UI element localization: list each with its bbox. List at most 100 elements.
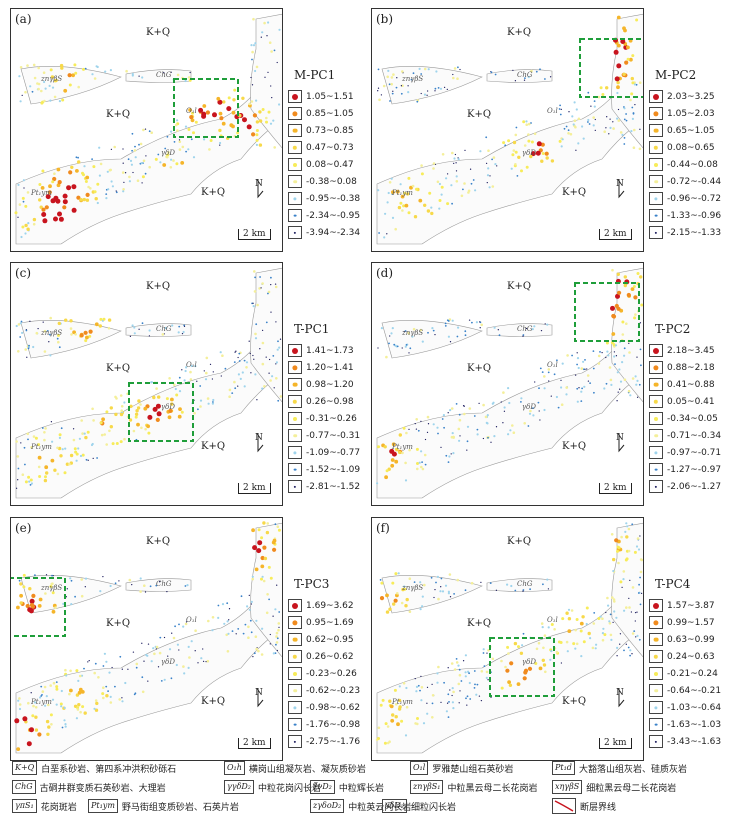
sample-point [277, 340, 279, 343]
sample-point [44, 465, 49, 470]
sample-point [202, 648, 204, 650]
sample-point [237, 385, 239, 387]
sample-point [531, 328, 534, 331]
sample-point [459, 690, 461, 692]
sample-point [134, 156, 137, 159]
sample-point [411, 335, 414, 338]
sample-point [459, 68, 461, 71]
sample-point [440, 185, 444, 189]
unit-label: γδD [522, 658, 537, 666]
legend-dot [293, 485, 297, 488]
sample-point [94, 699, 98, 702]
rock-unit-outline [486, 578, 553, 592]
sample-point [605, 86, 609, 90]
sample-point [587, 91, 590, 94]
sample-point [634, 313, 637, 316]
sample-point [463, 412, 466, 416]
sample-point [69, 669, 72, 673]
sample-point [47, 703, 50, 707]
sample-point [453, 593, 455, 595]
sample-point [395, 448, 399, 452]
sample-point [419, 328, 423, 332]
sample-point [455, 180, 459, 183]
sample-point [640, 303, 643, 307]
sample-point [634, 611, 637, 614]
sample-point [573, 101, 576, 104]
sample-point [94, 662, 97, 665]
sample-point [50, 421, 53, 423]
sample-point [167, 655, 169, 657]
sample-point [631, 653, 633, 655]
sample-point [44, 592, 47, 595]
sample-point [623, 28, 627, 33]
sample-point [426, 94, 428, 96]
sample-point [628, 342, 630, 345]
sample-point [41, 694, 43, 696]
sample-point [160, 680, 163, 682]
sample-point [194, 365, 197, 368]
sample-point [250, 631, 253, 634]
sample-point [398, 705, 402, 709]
sample-point [205, 110, 210, 115]
sample-point [71, 207, 77, 213]
sample-point [410, 78, 413, 81]
sample-point [184, 585, 187, 587]
sample-point [18, 75, 21, 78]
sample-point [592, 116, 595, 119]
sample-point [512, 431, 516, 434]
sample-point [123, 437, 126, 441]
sample-point [103, 652, 106, 655]
sample-point [68, 170, 73, 175]
sample-point [256, 399, 258, 401]
sample-point [633, 295, 638, 300]
sample-point [614, 76, 620, 82]
sample-point [478, 695, 481, 697]
sample-point [502, 391, 505, 394]
sample-point [19, 601, 23, 605]
sample-point [486, 652, 488, 654]
sample-point [530, 151, 536, 157]
sample-point [592, 350, 595, 352]
sample-point [47, 190, 52, 195]
sample-point [437, 87, 440, 89]
sample-point [623, 649, 625, 652]
sample-point [421, 461, 423, 463]
sample-point [440, 193, 443, 196]
sample-point [403, 585, 406, 588]
sample-point [630, 76, 634, 81]
legend-symbol [649, 480, 663, 493]
sample-point [155, 584, 158, 587]
sample-point [173, 383, 176, 386]
sample-point [635, 383, 638, 386]
sample-point [147, 431, 151, 435]
sample-point [393, 598, 398, 603]
sample-point [86, 430, 90, 434]
sample-point [466, 449, 468, 451]
sample-point [404, 604, 408, 608]
sample-point [597, 354, 601, 358]
sample-point [42, 71, 46, 74]
sample-point [550, 623, 554, 626]
sample-point [489, 175, 491, 177]
sample-point [276, 649, 279, 652]
sample-point [390, 76, 394, 79]
sample-point [265, 530, 270, 535]
sample-point [421, 340, 424, 343]
sample-point [269, 643, 271, 645]
sample-point [601, 632, 604, 635]
sample-point [577, 117, 581, 121]
sample-point [431, 683, 433, 686]
sample-point [532, 407, 534, 409]
north-label: N [616, 688, 624, 698]
sample-point [443, 681, 445, 684]
sample-point [202, 104, 207, 108]
sample-point [544, 670, 547, 674]
legend-symbol [288, 446, 302, 459]
sample-point [39, 696, 42, 699]
sample-point [616, 85, 620, 90]
sample-point [273, 146, 277, 149]
sample-point [560, 386, 563, 389]
sample-point [196, 380, 198, 382]
sample-point [558, 139, 562, 143]
sample-point [43, 329, 47, 333]
